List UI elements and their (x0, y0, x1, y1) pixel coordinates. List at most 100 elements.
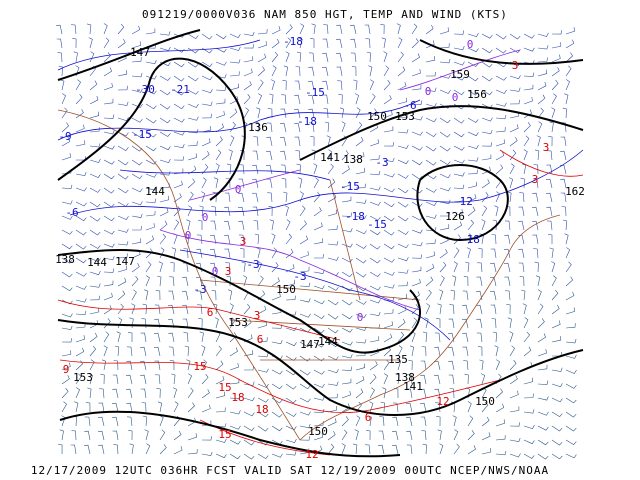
wind-barb (523, 149, 528, 161)
wind-barb (383, 173, 395, 178)
wind-barb (314, 254, 324, 259)
wind-barb (313, 433, 323, 441)
wind-barb (509, 47, 521, 53)
wind-barb (425, 251, 435, 259)
wind-barb (383, 187, 395, 193)
wind-barb (537, 57, 548, 63)
wind-barb (439, 43, 450, 49)
wind-barb (294, 94, 301, 105)
wind-barb (565, 453, 577, 459)
wind-barb (173, 131, 185, 136)
wind-barb (341, 366, 353, 371)
wind-barb (279, 136, 287, 147)
wind-barb (341, 196, 352, 203)
contour (59, 39, 584, 458)
wind-barb (327, 256, 339, 261)
wind-barb (411, 84, 422, 91)
wind-barb (243, 453, 255, 460)
wind-barb (350, 38, 357, 49)
wind-barb (257, 321, 267, 329)
wind-barb (101, 359, 107, 371)
wind-barb (75, 285, 87, 290)
wind-barb (509, 331, 514, 343)
wind-barb (490, 290, 497, 301)
wind-barb (436, 416, 441, 427)
wind-barb (338, 93, 343, 105)
wind-barb (409, 345, 415, 357)
wind-barb (173, 401, 179, 413)
wind-barb (223, 220, 231, 231)
cold-isotherms (57, 39, 584, 341)
wind-barb (549, 247, 554, 259)
wind-barb (448, 374, 455, 385)
contour-label: 0 (357, 311, 364, 324)
wind-barb (369, 229, 381, 236)
wind-barb (437, 429, 442, 441)
wind-barb (159, 117, 171, 124)
wind-barb (75, 360, 83, 371)
wind-barb (257, 41, 267, 49)
wind-barb (327, 241, 339, 246)
wind-barb (243, 381, 255, 386)
wind-barb (199, 331, 204, 343)
wind-barb (490, 262, 497, 273)
wind-barb (560, 192, 567, 203)
wind-barb (196, 248, 203, 259)
wind-barb (308, 52, 315, 63)
wind-barb (229, 303, 234, 315)
wind-barb (186, 219, 191, 231)
wind-barb (238, 220, 245, 231)
wind-barb (159, 89, 171, 96)
wind-barb (296, 51, 302, 63)
wind-barb (182, 318, 189, 329)
wind-barb (201, 451, 213, 457)
wind-barb (369, 108, 377, 119)
wind-barb (313, 369, 325, 375)
wind-barb (366, 51, 371, 63)
wind-barb (313, 206, 322, 217)
contour (57, 29, 246, 201)
wind-barb (369, 285, 381, 291)
wind-barb (341, 121, 346, 133)
wind-barb (56, 24, 63, 35)
wind-barb (112, 374, 119, 385)
contour-label: 15 (218, 381, 231, 394)
wind-barb (355, 136, 364, 147)
wind-barb (61, 362, 71, 371)
wind-barb (201, 163, 209, 175)
wind-barb (476, 332, 483, 343)
wind-barb (420, 374, 427, 385)
wind-barb (159, 220, 168, 231)
wind-barb (495, 191, 501, 203)
wind-barb (505, 290, 511, 301)
wind-barb (271, 233, 276, 245)
wind-barb (327, 285, 339, 291)
wind-barb (369, 311, 381, 317)
wind-barb (171, 373, 176, 385)
wind-barb (155, 290, 161, 301)
wind-barb (299, 205, 306, 217)
wind-barb (117, 277, 127, 287)
contour-label: 147 (300, 338, 320, 351)
wind-barb (481, 142, 493, 147)
wind-barb (117, 303, 124, 315)
wind-barb (397, 51, 404, 63)
wind-barb (159, 195, 170, 203)
wind-barb (341, 416, 349, 427)
wind-barb (565, 323, 576, 329)
wind-barb (355, 375, 365, 385)
contour-label: 150 (276, 283, 296, 296)
wind-barb (341, 429, 348, 441)
wind-barb (117, 70, 128, 77)
wind-barb (70, 444, 77, 455)
wind-barb (537, 94, 546, 105)
wind-barb (224, 206, 231, 217)
contour-label: 147 (115, 255, 135, 268)
wind-barb (335, 52, 343, 63)
wind-barb (215, 391, 226, 399)
contour-label: 15 (218, 428, 231, 441)
contour-label: 0 (212, 265, 219, 278)
wind-barb (251, 178, 259, 189)
wind-barb (355, 285, 367, 292)
wind-barb (341, 299, 353, 306)
